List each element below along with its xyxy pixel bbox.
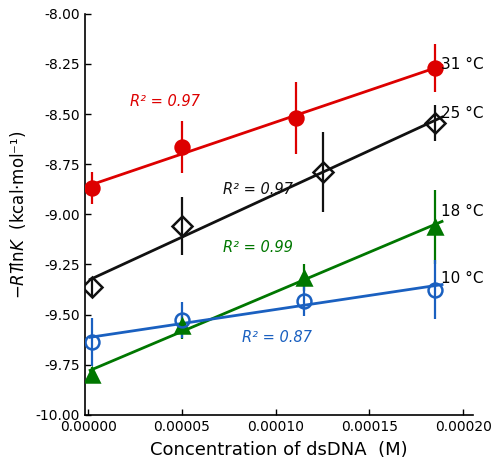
Text: 31 °C: 31 °C	[440, 57, 484, 72]
Text: R² = 0.87: R² = 0.87	[242, 330, 312, 345]
Text: 10 °C: 10 °C	[440, 271, 483, 286]
Y-axis label: $-RT\!\ln\!K$  (kcal·mol⁻¹): $-RT\!\ln\!K$ (kcal·mol⁻¹)	[8, 130, 28, 298]
Text: R² = 0.99: R² = 0.99	[223, 240, 293, 255]
Text: 18 °C: 18 °C	[440, 204, 483, 219]
Text: R² = 0.97: R² = 0.97	[130, 93, 200, 108]
X-axis label: Concentration of dsDNA  (M): Concentration of dsDNA (M)	[150, 441, 408, 459]
Text: 25 °C: 25 °C	[440, 106, 483, 120]
Text: R² = 0.97: R² = 0.97	[223, 182, 293, 197]
